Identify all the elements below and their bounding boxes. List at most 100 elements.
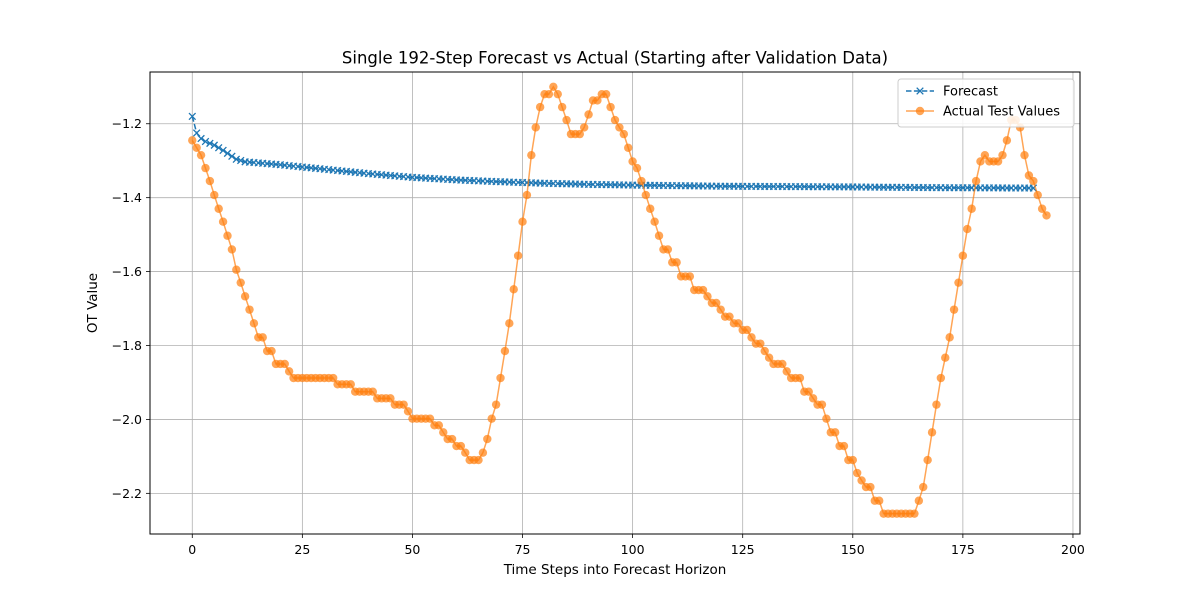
actual-point [628,157,637,166]
actual-point [637,176,646,186]
actual-point [601,89,611,99]
actual-point [672,258,681,267]
actual-point [624,143,633,152]
actual-point [1029,176,1038,186]
actual-point [461,448,470,457]
actual-point [474,455,483,465]
actual-point [386,394,395,403]
actual-point [214,204,223,213]
actual-point [1002,136,1012,145]
actual-point [496,373,505,383]
actual-point [575,129,584,139]
actual-point [967,204,976,213]
actual-point [368,387,378,396]
x-tick-label: 50 [404,542,420,557]
actual-point [549,82,558,91]
actual-point [218,217,228,226]
actual-point [1020,150,1029,160]
actual-point [654,231,664,240]
actual-point [544,89,554,99]
x-tick-label: 125 [731,542,755,557]
actual-point [328,373,338,383]
actual-point [505,319,514,328]
actual-point [1033,190,1042,200]
actual-point [619,129,629,139]
actual-point [632,163,642,173]
actual-point [712,298,721,308]
x-tick-label: 0 [188,542,196,557]
actual-point [456,441,466,451]
legend: Forecast Actual Test Values [897,78,1075,128]
forecast-point [206,139,214,148]
chart-title: Single 192-Step Forecast vs Actual (Star… [342,49,888,68]
actual-point [778,359,787,369]
actual-point [518,217,527,226]
actual-point [941,353,950,362]
legend-x-marker [916,87,924,95]
actual-point [734,319,743,328]
actual-point [399,400,408,409]
x-tick-label: 100 [621,542,645,557]
actual-point [760,346,769,356]
actual-point [914,496,924,505]
forecast-point [210,141,219,149]
x-tick-label: 25 [294,542,310,557]
series-layer [188,82,1051,518]
actual-point [764,353,774,362]
actual-point [240,292,250,301]
actual-point [487,414,496,423]
forecast-point [214,144,223,152]
actual-point [245,305,254,314]
actual-point [579,123,589,132]
actual-point [500,346,510,356]
actual-point [483,434,492,444]
actual-point [963,224,972,234]
actual-point [747,333,756,342]
y-tick-label: −1.8 [112,338,142,353]
actual-point [923,455,932,465]
actual-point [284,367,294,376]
actual-point [795,373,805,383]
actual-point [280,359,289,369]
actual-point [980,150,990,160]
actual-point [971,176,981,186]
actual-point [742,325,752,335]
actual-point [232,265,241,274]
actual-point [513,251,523,260]
forecast-point [223,149,232,158]
actual-point [236,278,245,287]
actual-point [267,346,276,356]
actual-point [932,400,941,409]
actual-point [210,190,219,200]
actual-point [553,89,562,99]
actual-point [993,157,1003,166]
y-tick-label: −1.6 [112,264,142,279]
actual-point [976,157,985,166]
actual-point [910,509,919,518]
actual-point [954,278,963,287]
actual-point [227,245,237,254]
series-actual [188,82,1051,518]
actual-point [201,163,210,173]
actual-point [641,190,651,200]
y-tick-label: −2.2 [112,486,142,501]
actual-point [557,102,567,112]
y-tick-label: −1.2 [112,116,142,131]
actual-point [852,468,862,478]
actual-point [535,102,545,112]
actual-point [822,414,831,423]
actual-point [716,305,725,314]
actual-point [610,115,620,125]
actual-point [188,136,197,145]
actual-point [192,143,201,152]
actual-point [866,482,875,492]
actual-point [804,387,813,396]
forecast-point [197,134,205,143]
actual-point [703,292,712,301]
forecast-point [188,112,197,121]
actual-point [439,428,448,437]
actual-point [782,367,791,376]
legend-actual-marker [915,106,925,116]
actual-point [919,482,928,492]
